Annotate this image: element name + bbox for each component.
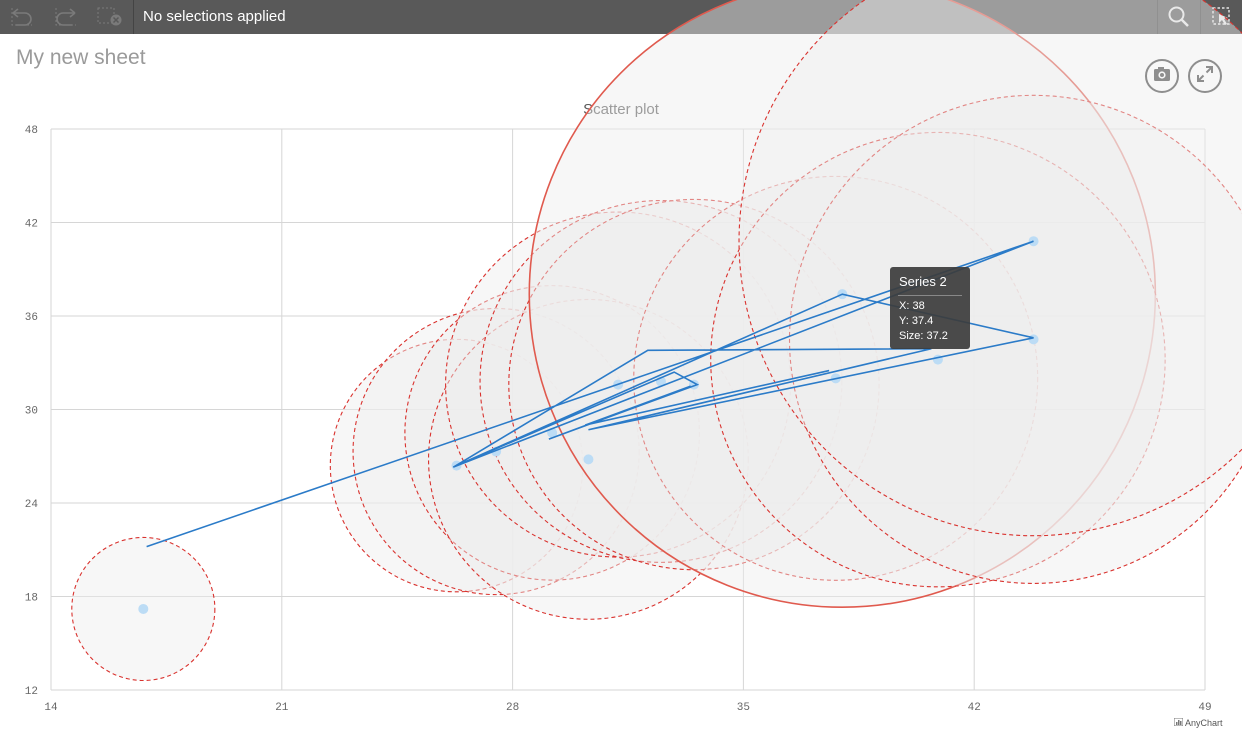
y-tick-label: 48 xyxy=(25,125,38,137)
tooltip-separator xyxy=(898,295,962,296)
x-tick-label: 14 xyxy=(44,702,58,714)
y-tick-label: 30 xyxy=(25,406,38,418)
bubble[interactable] xyxy=(789,94,1242,584)
tooltip-y-value: Y: 37.4 xyxy=(899,315,934,327)
tooltip: Series 2 X: 38 Y: 37.4 Size: 37.2 xyxy=(890,267,970,349)
toolbar-divider xyxy=(133,0,134,34)
anychart-logo-icon xyxy=(1173,717,1184,728)
chart-title: Scatter plot xyxy=(583,101,659,118)
line-series-path[interactable] xyxy=(146,240,1034,548)
tooltip-title: Series 2 xyxy=(899,274,947,289)
selection-status-text: No selections applied xyxy=(143,8,286,25)
bubble-center-marker[interactable] xyxy=(583,454,594,465)
selection-tool-icon[interactable] xyxy=(1208,4,1236,30)
bubble-center-marker[interactable] xyxy=(138,603,149,614)
toolbar-divider xyxy=(1200,0,1201,34)
back-step-icon[interactable] xyxy=(8,4,36,30)
bubble[interactable] xyxy=(738,0,1242,537)
tooltip-x-value: X: 38 xyxy=(899,300,925,312)
camera-icon xyxy=(1153,66,1171,87)
y-tick-label: 18 xyxy=(25,593,38,605)
x-tick-label: 35 xyxy=(737,702,750,714)
y-tick-label: 42 xyxy=(25,219,38,231)
y-tick-label: 12 xyxy=(25,686,38,698)
sheet-title: My new sheet xyxy=(16,46,146,69)
expand-button[interactable] xyxy=(1188,59,1222,93)
x-tick-label: 42 xyxy=(968,702,981,714)
tooltip-size-value: Size: 37.2 xyxy=(899,330,948,342)
top-toolbar: No selections applied xyxy=(0,0,1242,34)
search-icon[interactable] xyxy=(1165,4,1193,30)
credit-text: AnyChart xyxy=(1185,718,1223,728)
y-tick-label: 24 xyxy=(25,499,39,511)
x-tick-label: 49 xyxy=(1198,702,1211,714)
clear-selections-icon[interactable] xyxy=(96,4,124,30)
snapshot-button[interactable] xyxy=(1145,59,1179,93)
toolbar-divider xyxy=(1157,0,1158,34)
x-tick-label: 28 xyxy=(506,702,519,714)
bubble-center-marker[interactable] xyxy=(1028,334,1039,345)
forward-step-icon[interactable] xyxy=(52,4,80,30)
chart-credit: AnyChart xyxy=(1173,717,1223,728)
expand-icon xyxy=(1196,65,1214,88)
y-tick-label: 36 xyxy=(25,312,38,324)
x-tick-label: 21 xyxy=(275,702,289,714)
